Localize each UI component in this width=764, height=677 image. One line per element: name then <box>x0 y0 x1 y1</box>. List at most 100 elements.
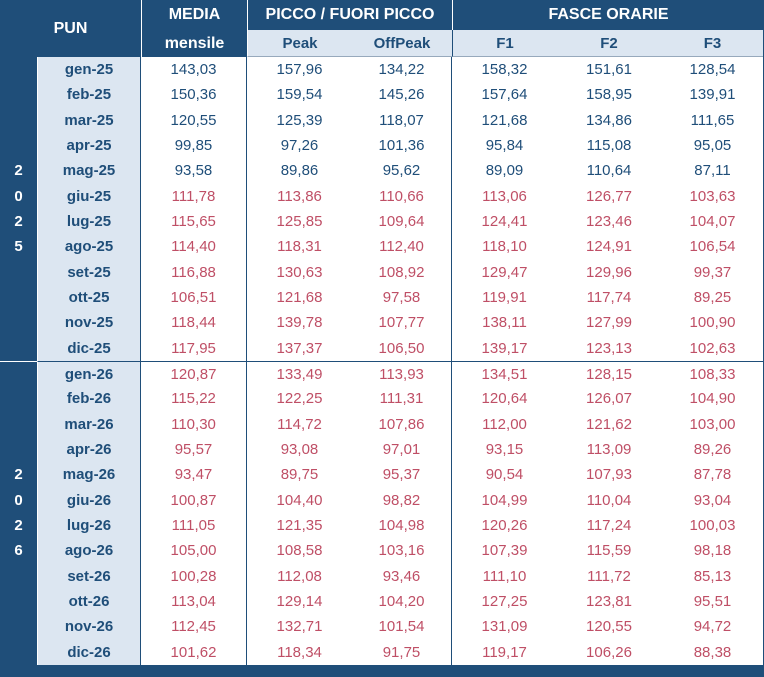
header-peak: Peak <box>247 30 352 57</box>
peak-value: 89,75 <box>247 462 352 488</box>
year-strip-cell <box>0 310 37 336</box>
header-fasce-group: FASCE ORARIE <box>452 0 763 30</box>
f2-value: 106,26 <box>557 639 661 665</box>
peak-value: 89,86 <box>247 158 352 184</box>
peak-value: 130,63 <box>247 259 352 285</box>
table-row: 6 ago-26 105,00 108,58 103,16 107,39 115,59 98,… <box>0 538 763 564</box>
f1-value: 129,47 <box>452 259 557 285</box>
table-row: mar-25 120,55 125,39 118,07 121,68 134,86 111,… <box>0 107 763 133</box>
table-row: 2 lug-26 111,05 121,35 104,98 120,26 117,24 100… <box>0 512 763 539</box>
year-strip-cell <box>0 563 37 589</box>
table-row: dic-26 101,62 118,34 91,75 119,17 106,26 88,38 <box>0 639 763 665</box>
table-row: 2 lug-25 115,65 125,85 109,64 124,41 123,46 104… <box>0 208 763 235</box>
offpeak-value: 104,98 <box>352 512 452 539</box>
f1-value: 90,54 <box>452 462 557 488</box>
f1-value: 107,39 <box>452 538 557 564</box>
month-label: feb-25 <box>37 82 141 108</box>
f1-value: 93,15 <box>452 436 557 463</box>
table-row: mar-26 110,30 114,72 107,86 112,00 121,62 103,… <box>0 411 763 437</box>
table-row: gen-26 120,87 133,49 113,93 134,51 128,15 108,… <box>0 360 763 387</box>
media-mensile-value: 150,36 <box>141 82 247 108</box>
media-mensile-value: 143,03 <box>141 57 247 83</box>
table-row: 0 giu-26 100,87 104,40 98,82 104,99 110,04 93,0… <box>0 487 763 513</box>
year-strip-cell: 2 <box>0 208 37 235</box>
f1-value: 158,32 <box>452 57 557 83</box>
peak-value: 121,35 <box>247 512 352 539</box>
f1-value: 112,00 <box>452 411 557 437</box>
year-strip-cell <box>0 82 37 108</box>
year-strip-cell: 6 <box>0 538 37 564</box>
f2-value: 158,95 <box>557 82 661 108</box>
offpeak-value: 108,92 <box>352 259 452 285</box>
peak-value: 132,71 <box>247 614 352 640</box>
f1-value: 138,11 <box>452 310 557 336</box>
peak-value: 114,72 <box>247 411 352 437</box>
f2-value: 126,07 <box>557 386 661 412</box>
media-mensile-value: 93,47 <box>141 462 247 488</box>
f1-value: 120,64 <box>452 386 557 412</box>
peak-value: 157,96 <box>247 57 352 83</box>
f3-value: 94,72 <box>661 614 763 640</box>
month-label: dic-25 <box>37 335 141 361</box>
year-strip-cell <box>0 132 37 159</box>
f3-value: 85,13 <box>661 563 763 589</box>
f2-value: 123,13 <box>557 335 661 361</box>
f1-value: 119,91 <box>452 284 557 311</box>
f2-value: 115,08 <box>557 132 661 159</box>
f3-value: 87,11 <box>661 158 763 184</box>
media-mensile-value: 110,30 <box>141 411 247 437</box>
offpeak-value: 95,37 <box>352 462 452 488</box>
offpeak-value: 104,20 <box>352 588 452 615</box>
f1-value: 118,10 <box>452 234 557 260</box>
f3-value: 100,90 <box>661 310 763 336</box>
header-picco-group: PICCO / FUORI PICCO <box>247 0 452 30</box>
f3-value: 139,91 <box>661 82 763 108</box>
f2-value: 126,77 <box>557 183 661 209</box>
year-strip-cell <box>0 107 37 133</box>
offpeak-value: 134,22 <box>352 57 452 83</box>
media-mensile-value: 100,28 <box>141 563 247 589</box>
f2-value: 117,24 <box>557 512 661 539</box>
f3-value: 106,54 <box>661 234 763 260</box>
offpeak-value: 107,86 <box>352 411 452 437</box>
year-strip-cell: 5 <box>0 234 37 260</box>
year-strip-cell <box>0 335 37 361</box>
month-label: ott-26 <box>37 588 141 615</box>
month-label: set-26 <box>37 563 141 589</box>
year-strip-cell <box>0 639 37 665</box>
media-mensile-value: 120,55 <box>141 107 247 133</box>
offpeak-value: 145,26 <box>352 82 452 108</box>
month-label: mag-25 <box>37 158 141 184</box>
peak-value: 97,26 <box>247 132 352 159</box>
media-mensile-value: 118,44 <box>141 310 247 336</box>
f2-value: 107,93 <box>557 462 661 488</box>
year-strip-cell <box>0 386 37 412</box>
month-label: ott-25 <box>37 284 141 311</box>
peak-value: 139,78 <box>247 310 352 336</box>
peak-value: 113,86 <box>247 183 352 209</box>
month-label: giu-25 <box>37 183 141 209</box>
peak-value: 104,40 <box>247 487 352 513</box>
month-label: ago-26 <box>37 538 141 564</box>
year-strip-cell <box>0 614 37 640</box>
month-label: lug-25 <box>37 208 141 235</box>
peak-value: 137,37 <box>247 335 352 361</box>
media-mensile-value: 115,22 <box>141 386 247 412</box>
header-f3: F3 <box>661 30 763 57</box>
media-mensile-value: 112,45 <box>141 614 247 640</box>
f1-value: 111,10 <box>452 563 557 589</box>
f2-value: 120,55 <box>557 614 661 640</box>
year-strip-cell <box>0 411 37 437</box>
f3-value: 103,63 <box>661 183 763 209</box>
table-row: 5 ago-25 114,40 118,31 112,40 118,10 124,91 106… <box>0 234 763 260</box>
peak-value: 112,08 <box>247 563 352 589</box>
f2-value: 123,46 <box>557 208 661 235</box>
f2-value: 111,72 <box>557 563 661 589</box>
table-row: 2 mag-26 93,47 89,75 95,37 90,54 107,93 87,78 <box>0 462 763 488</box>
f3-value: 102,63 <box>661 335 763 361</box>
table-row: ott-26 113,04 129,14 104,20 127,25 123,81 95,5… <box>0 588 763 615</box>
offpeak-value: 97,58 <box>352 284 452 311</box>
f1-value: 113,06 <box>452 183 557 209</box>
f2-value: 110,04 <box>557 487 661 513</box>
media-mensile-value: 120,87 <box>141 360 247 387</box>
